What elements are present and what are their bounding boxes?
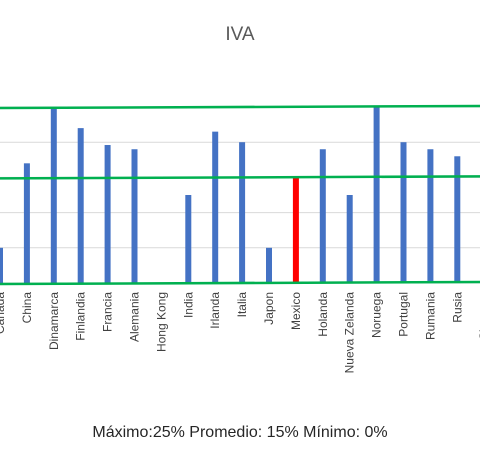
reference-line-máximo xyxy=(0,104,480,110)
bar-holanda xyxy=(319,149,326,283)
category-label: Francia xyxy=(101,292,115,332)
category-label: Finlandia xyxy=(74,292,88,341)
category-label: Mexico xyxy=(289,292,303,330)
summary-caption: Máximo:25% Promedio: 15% Mínimo: 0% xyxy=(92,424,388,441)
category-label: China xyxy=(20,292,34,324)
category-label: Italia xyxy=(235,292,249,318)
category-label: Noruega xyxy=(370,292,384,338)
category-label: Holanda xyxy=(316,292,330,337)
category-label: Hong Kong xyxy=(154,292,168,352)
category-label: Portugal xyxy=(397,292,411,337)
bars xyxy=(0,107,461,283)
bar-portugal xyxy=(400,142,407,283)
category-labels: Canada China Dinamarca Finlandia Francia Alem… xyxy=(0,292,480,374)
bar-irlanda xyxy=(212,131,219,283)
category-label: Dinamarca xyxy=(47,292,61,350)
category-label: Alemania xyxy=(128,292,142,342)
chart-title: IVA xyxy=(225,24,255,45)
reference-line-mínimo xyxy=(0,280,480,286)
bar-rusia xyxy=(454,156,461,283)
bar-dinamarca xyxy=(50,107,57,283)
bar-china xyxy=(23,163,30,283)
reference-lines xyxy=(0,104,480,286)
bar-mexico xyxy=(292,177,299,283)
category-label: Rusia xyxy=(450,292,464,323)
bar-francia xyxy=(104,145,111,283)
bar-nueva-zelanda xyxy=(346,195,353,283)
category-label: Canada xyxy=(0,292,7,334)
bar-noruega xyxy=(373,107,380,283)
category-label: Nueva Zelanda xyxy=(343,292,357,374)
reference-line-promedio xyxy=(0,175,480,180)
bar-italia xyxy=(239,142,246,283)
category-label: Singapur xyxy=(477,292,480,340)
category-label: India xyxy=(181,292,195,318)
bar-alemania xyxy=(131,149,138,283)
bar-japon xyxy=(266,247,272,283)
category-label: Rumania xyxy=(423,292,437,340)
bar-india xyxy=(185,195,192,283)
category-label: Japon xyxy=(262,292,276,325)
category-label: Irlanda xyxy=(208,292,222,329)
bar-finlandia xyxy=(77,128,84,283)
bar-rumania xyxy=(427,149,434,283)
bar-canada xyxy=(0,247,3,283)
